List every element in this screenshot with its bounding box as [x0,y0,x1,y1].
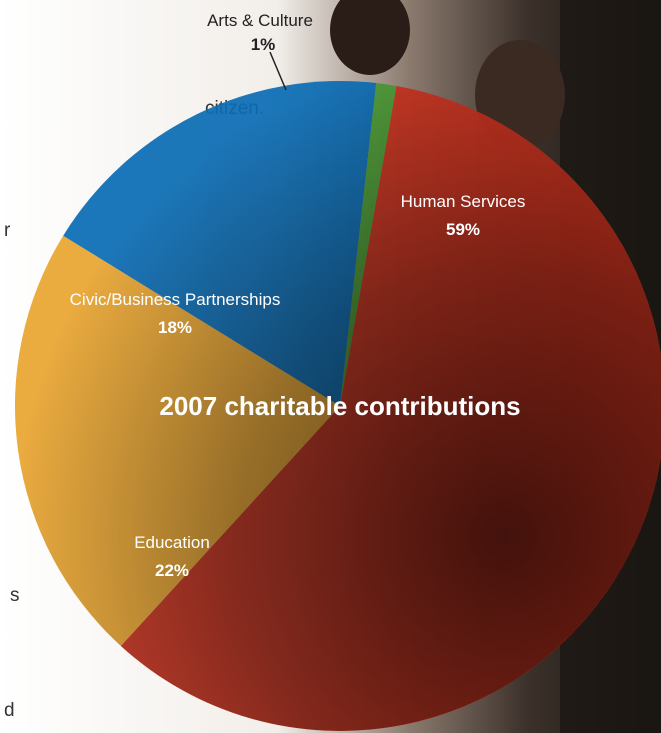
photo-shade-overlay [15,81,661,731]
slice-value-civic-business: 18% [158,318,192,337]
chart-title: 2007 charitable contributions [159,391,520,421]
slice-label-human-services: Human Services [401,192,526,211]
body-text-fragment-d: d [4,700,15,721]
slice-label-arts-culture: Arts & Culture [207,11,313,30]
slice-value-human-services: 59% [446,220,480,239]
slice-label-civic-business: Civic/Business Partnerships [70,290,281,309]
arts-culture-leader-line [269,51,287,91]
body-text-fragment-s: s [10,585,20,606]
slice-value-arts-culture: 1% [251,35,276,54]
slice-value-education: 22% [155,561,189,580]
body-text-fragment-r: r [4,220,11,241]
slice-label-education: Education [134,533,210,552]
